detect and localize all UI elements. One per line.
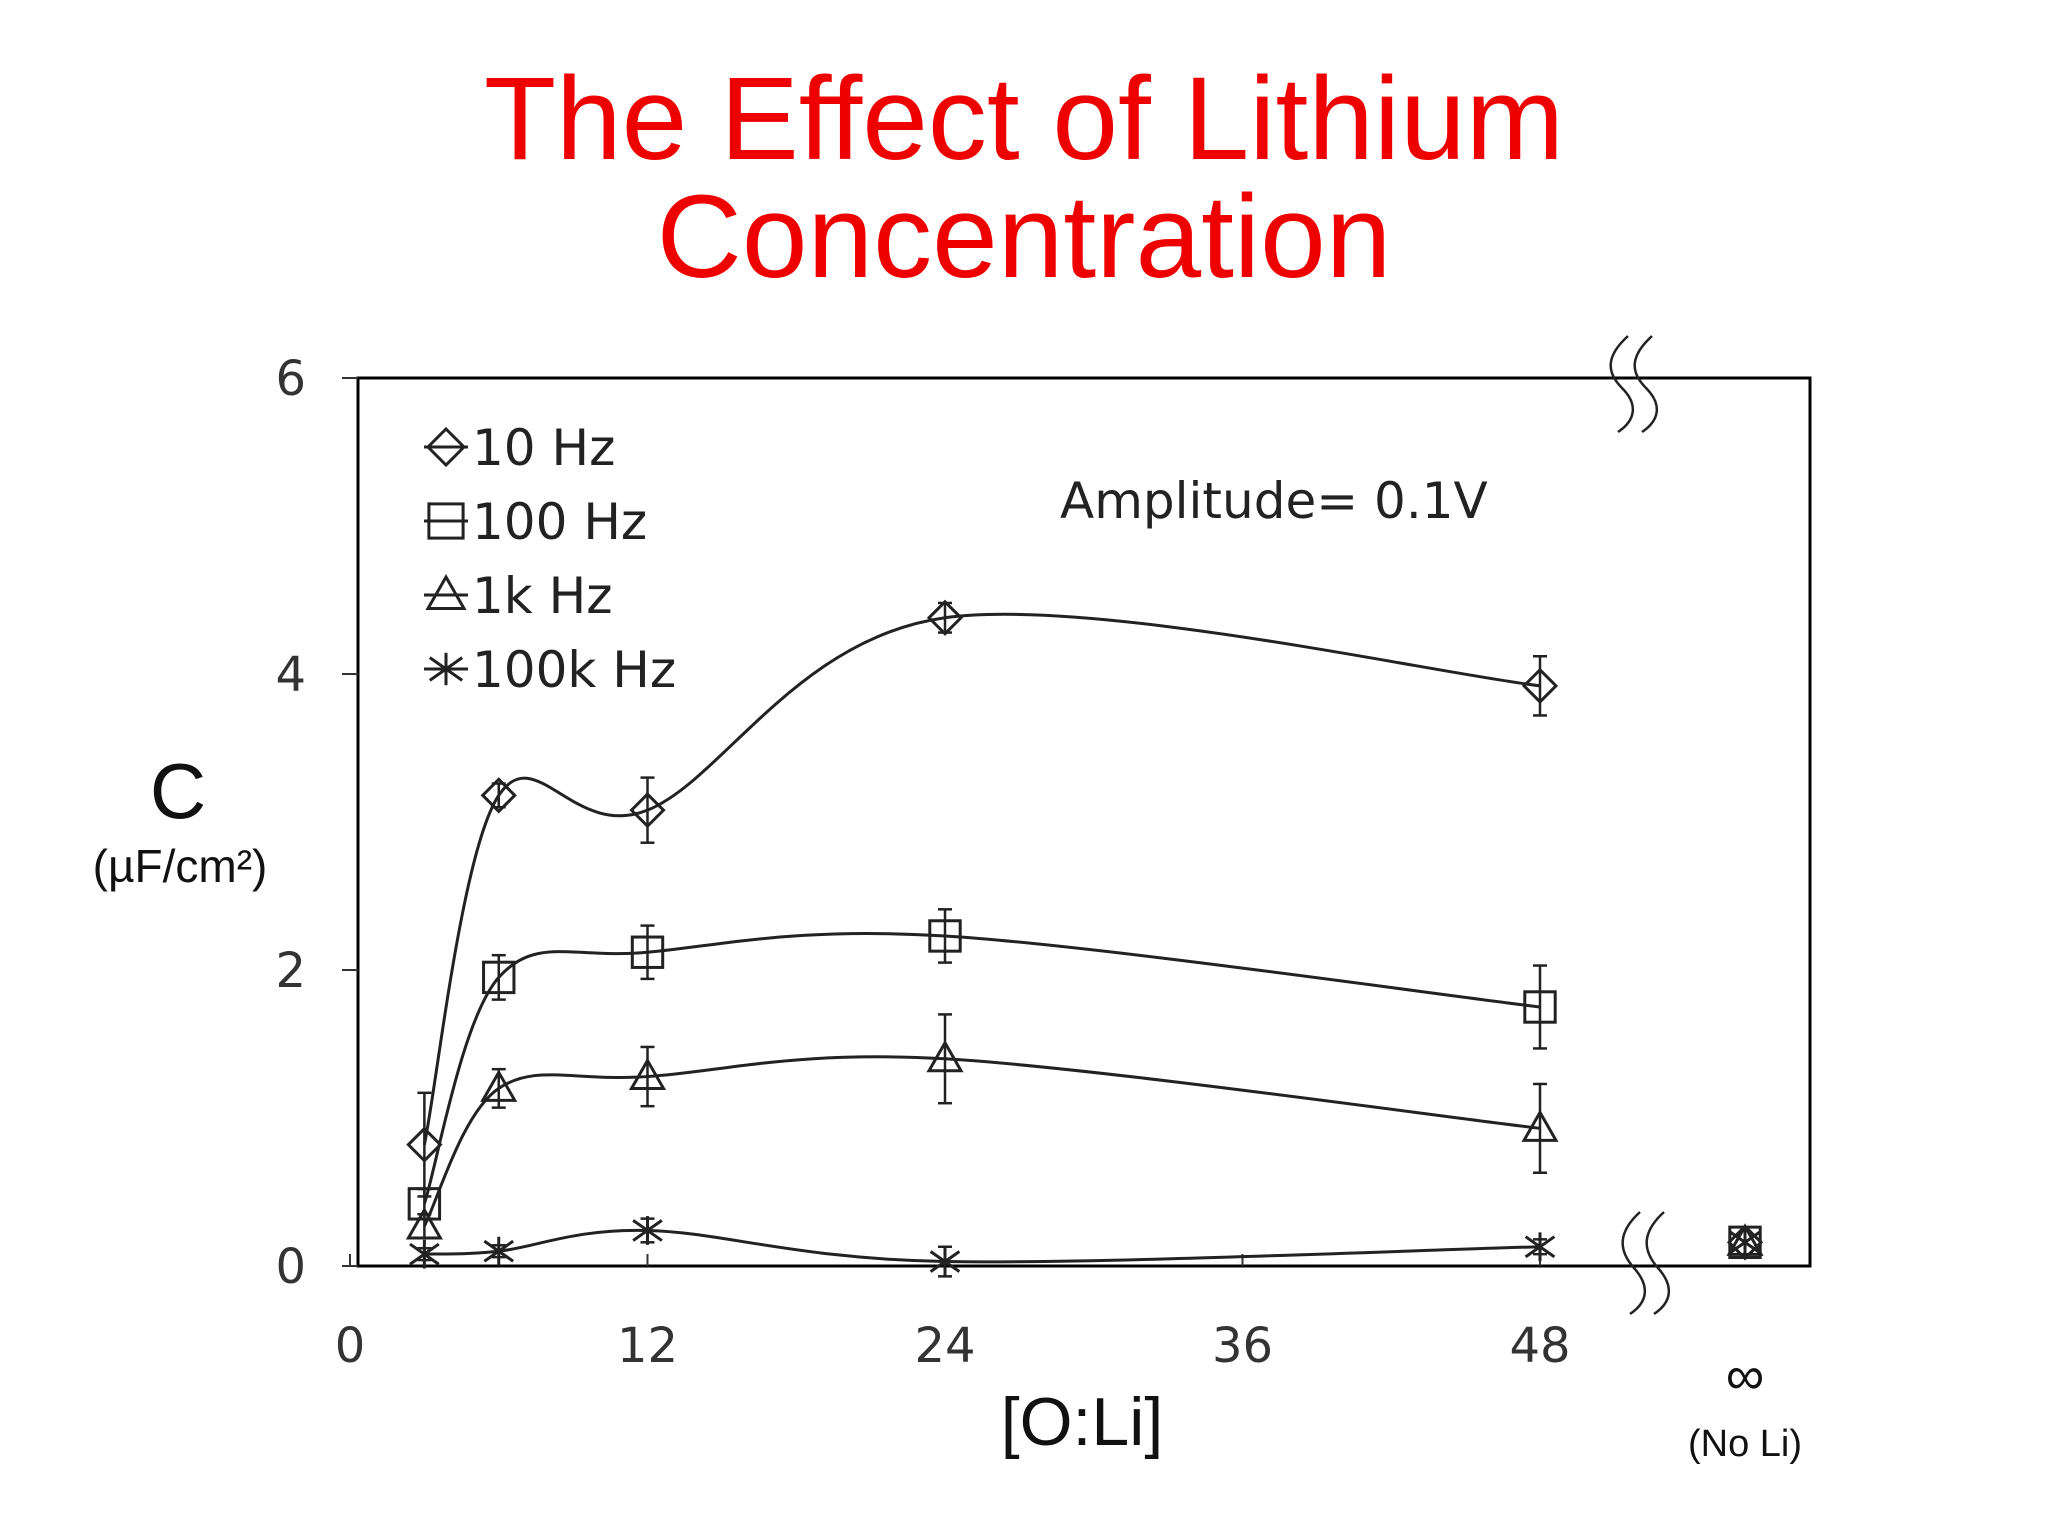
series-line [422, 612, 1541, 1145]
series-layer [405, 599, 1764, 1278]
title-line-2: Concentration [656, 171, 1392, 303]
legend-label: 100 Hz [472, 493, 647, 551]
x-tick-label: 12 [617, 1318, 678, 1374]
diamond-marker [406, 1126, 443, 1163]
y-axis-ticks: 0 2 4 6 [275, 351, 358, 1295]
square-marker [427, 502, 465, 540]
legend-label: 1k Hz [472, 567, 613, 625]
x-tick-label: 24 [914, 1318, 975, 1374]
amplitude-annotation: Amplitude= 0.1V [1060, 472, 1488, 530]
legend-label: 100k Hz [472, 641, 676, 699]
triangle-marker [425, 573, 467, 610]
y-axis-label: C [150, 747, 206, 835]
title-line-1: The Effect of Lithium [483, 53, 1565, 185]
triangle-marker [405, 1207, 443, 1240]
axis-break-top [1609, 335, 1658, 434]
legend-item: 1k Hz [424, 567, 613, 625]
legend: 10 Hz 100 Hz 1k Hz 100k Hz [424, 419, 676, 699]
series-line [424, 1228, 1541, 1264]
axis-break-bottom [1621, 1211, 1670, 1316]
infinity-symbol: ∞ [1726, 1346, 1765, 1406]
plot-frame [356, 376, 1812, 1268]
y-tick-label: 4 [275, 647, 306, 703]
diamond-marker [926, 599, 964, 636]
series-line [422, 932, 1541, 1205]
series-cross [409, 1216, 1761, 1278]
triangle-marker [628, 1057, 667, 1091]
x-axis-label: [O:Li] [1001, 1384, 1164, 1460]
y-tick-label: 2 [275, 943, 306, 999]
triangle-marker [480, 1069, 518, 1102]
diamond-marker [425, 426, 467, 468]
cross-marker [1729, 1227, 1761, 1257]
legend-label: 10 Hz [472, 419, 615, 477]
legend-item: 10 Hz [424, 419, 615, 477]
y-tick-label: 0 [275, 1239, 306, 1295]
x-axis-ticks: 0 12 24 36 48 [335, 1254, 1571, 1374]
cross-marker [483, 1236, 515, 1266]
series-diamond [406, 599, 1764, 1261]
cross-marker [428, 652, 464, 686]
slide-title: The Effect of Lithium Concentration [0, 60, 2048, 296]
cross-marker [632, 1216, 663, 1245]
series-triangle [405, 1013, 1764, 1256]
diamond-marker [480, 777, 517, 814]
square-marker [482, 960, 516, 995]
legend-item: 100k Hz [424, 641, 676, 699]
triangle-marker [926, 1039, 964, 1073]
square-marker [928, 919, 962, 953]
x-tick-label: 48 [1509, 1318, 1570, 1374]
legend-item: 100 Hz [424, 493, 647, 551]
cross-marker [1524, 1232, 1556, 1262]
diamond-marker [1521, 667, 1559, 704]
x-tick-label: 36 [1212, 1318, 1273, 1374]
x-tick-label: 0 [335, 1318, 366, 1374]
cross-marker [409, 1239, 440, 1269]
series-square [407, 908, 1762, 1260]
square-marker [630, 935, 665, 969]
no-li-note: (No Li) [1688, 1423, 1802, 1465]
y-axis-unit: (µF/cm²) [93, 840, 268, 892]
cross-marker [929, 1247, 961, 1276]
series-line [423, 1055, 1541, 1227]
diamond-marker [629, 792, 666, 829]
triangle-marker [1521, 1109, 1559, 1142]
square-marker [1523, 990, 1557, 1024]
y-tick-label: 6 [275, 351, 306, 407]
